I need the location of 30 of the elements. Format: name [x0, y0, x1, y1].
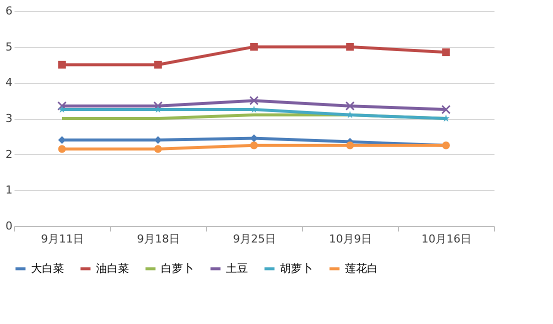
- point: [345, 101, 355, 111]
- x-tick-label: 9月11日: [41, 232, 84, 246]
- point: [250, 42, 258, 51]
- point: [441, 104, 451, 114]
- y-tick-label: 2: [6, 148, 12, 161]
- point: [58, 145, 66, 153]
- legend-label: 白萝卜: [161, 262, 194, 275]
- point: [58, 60, 66, 69]
- point: [442, 48, 450, 56]
- y-tick-label: 1: [6, 184, 12, 197]
- y-tick-label: 3: [6, 112, 12, 125]
- x-tick-label: 10月16日: [422, 232, 472, 246]
- y-tick-label: 5: [6, 40, 12, 54]
- legend-label: 胡萝卜: [280, 262, 313, 275]
- legend-label: 油白菜: [96, 262, 129, 275]
- legend-label: 土豆: [226, 262, 248, 275]
- x-tick-label: 10月9日: [329, 232, 372, 246]
- point: [154, 145, 162, 153]
- x-tick-label: 9月18日: [137, 232, 180, 246]
- point: [346, 142, 354, 150]
- x-tick-label: 9月25日: [233, 232, 276, 246]
- point: [250, 142, 258, 150]
- y-tick-label: 4: [6, 76, 12, 90]
- point: [154, 60, 162, 69]
- y-tick-label: 6: [6, 4, 12, 18]
- point: [249, 96, 259, 106]
- legend-label: 莲花白: [345, 262, 378, 275]
- point: [346, 42, 354, 51]
- legend-label: 大白菜: [31, 262, 64, 275]
- y-tick-label: 0: [6, 220, 12, 232]
